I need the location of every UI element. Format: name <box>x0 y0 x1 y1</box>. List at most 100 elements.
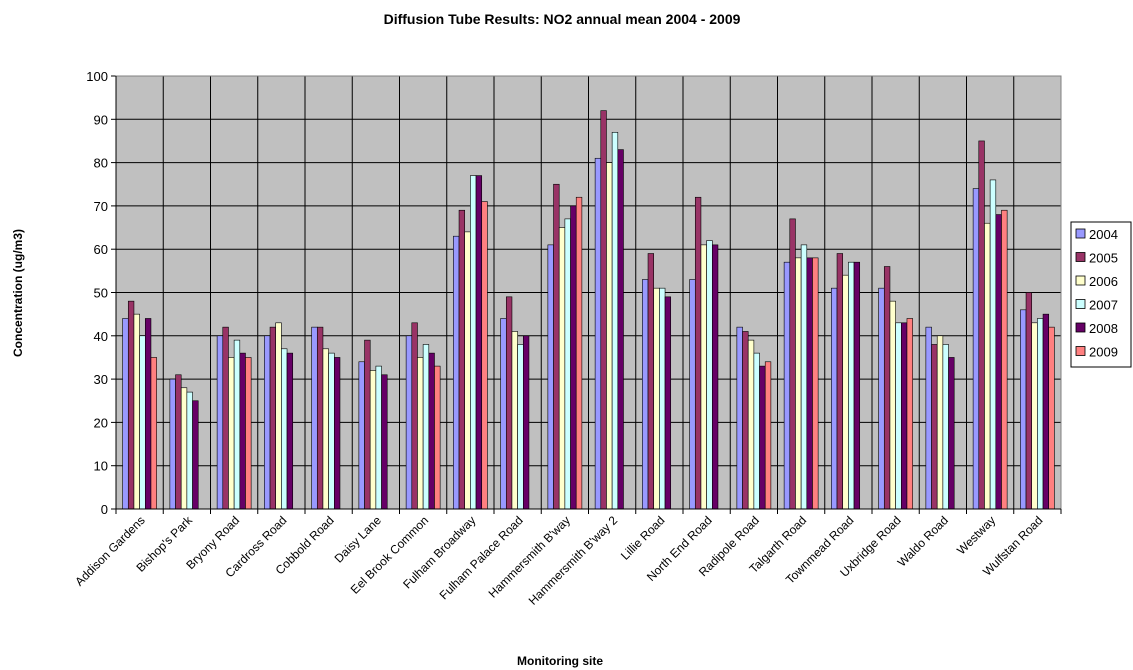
y-tick-label: 40 <box>94 329 108 344</box>
bar-2006-12 <box>700 244 707 510</box>
legend-label-2009: 2009 <box>1089 345 1118 360</box>
x-category-label: Addison Gardens <box>72 513 147 588</box>
bar-2004-13 <box>736 326 743 510</box>
bar-2007-19 <box>1037 318 1044 510</box>
bar-2007-14 <box>800 244 808 510</box>
bar-2009-0 <box>150 357 157 510</box>
bar-2007-8 <box>517 344 524 510</box>
y-tick-label: 60 <box>94 242 108 257</box>
bar-2005-19 <box>1025 292 1033 510</box>
x-category-label: Fulham Palace Road <box>437 513 526 602</box>
bar-2005-9 <box>553 183 560 510</box>
axes <box>111 75 1062 514</box>
bar-2005-14 <box>789 218 796 510</box>
bar-2004-15 <box>831 287 838 510</box>
bar-2006-4 <box>322 348 329 510</box>
bar-2008-15 <box>853 261 861 510</box>
legend-swatch-2008 <box>1075 322 1086 333</box>
legend-swatch-2006 <box>1075 275 1086 286</box>
bar-2004-18 <box>972 188 980 510</box>
bar-2009-2 <box>245 357 252 510</box>
legend-swatch-2009 <box>1075 346 1086 356</box>
bar-2004-2 <box>216 335 224 510</box>
bar-2006-14 <box>795 257 802 510</box>
bar-2007-6 <box>422 344 430 510</box>
bar-2007-9 <box>564 218 571 510</box>
bar-2006-9 <box>558 227 566 510</box>
legend-label-2004: 2004 <box>1089 227 1118 242</box>
y-tick-label: 70 <box>94 199 108 214</box>
legend-swatch-2007 <box>1075 299 1086 309</box>
bar-2005-0 <box>127 300 135 510</box>
bar-2008-2 <box>239 352 246 510</box>
bar-2007-15 <box>848 261 855 510</box>
bar-2004-17 <box>925 326 932 510</box>
bar-2007-7 <box>470 175 477 510</box>
bar-2005-8 <box>505 296 513 510</box>
bar-2008-4 <box>333 357 341 510</box>
bar-2005-1 <box>175 374 182 510</box>
bar-2006-7 <box>464 231 471 510</box>
legend-label-2006: 2006 <box>1089 274 1118 289</box>
bar-2005-11 <box>647 253 655 510</box>
bar-2006-6 <box>417 357 424 510</box>
bar-2009-14 <box>812 257 819 510</box>
bar-2007-2 <box>233 339 241 510</box>
legend-label-2008: 2008 <box>1089 321 1118 336</box>
bar-2005-7 <box>458 209 466 510</box>
bar-2004-4 <box>311 326 318 510</box>
x-category-label: Hammersmith B'way 2 <box>526 513 621 608</box>
bar-2005-5 <box>364 339 371 510</box>
bar-2007-5 <box>375 365 382 510</box>
bar-2006-0 <box>133 313 140 510</box>
bar-2007-12 <box>706 240 713 510</box>
bar-2008-14 <box>806 257 813 510</box>
bar-2006-16 <box>889 300 896 510</box>
bar-2004-9 <box>547 244 554 510</box>
bar-2008-1 <box>192 400 199 510</box>
legend-swatch-2005 <box>1075 252 1086 262</box>
bar-2005-12 <box>694 196 702 510</box>
bar-2004-7 <box>453 235 460 510</box>
bar-2006-18 <box>984 222 991 510</box>
bar-2004-6 <box>405 335 413 510</box>
bar-2005-6 <box>411 322 418 510</box>
bar-2006-13 <box>747 339 755 510</box>
y-tick-label: 10 <box>94 459 108 474</box>
bar-2008-11 <box>664 296 672 510</box>
bar-2009-9 <box>575 196 583 510</box>
legend-label-2007: 2007 <box>1089 298 1118 313</box>
bar-2008-17 <box>948 357 955 510</box>
bar-2005-18 <box>978 140 985 510</box>
y-tick-label: 100 <box>86 69 108 84</box>
legend-box <box>1070 221 1132 368</box>
bar-2005-17 <box>931 344 938 510</box>
bar-2005-3 <box>269 326 277 510</box>
x-category-label: Westway <box>954 513 998 557</box>
y-tick-label: 0 <box>101 502 108 517</box>
bar-2007-1 <box>186 391 193 510</box>
y-tick-labels: 0 10 20 30 40 50 60 70 80 90 100 <box>86 69 108 517</box>
x-axis-title: Monitoring site <box>517 654 603 668</box>
bar-2004-0 <box>122 318 129 510</box>
legend: 2004 2005 2006 2007 2008 2009 <box>1070 221 1132 368</box>
bar-2005-2 <box>222 326 229 510</box>
bar-2007-10 <box>611 131 619 510</box>
bar-2004-14 <box>783 261 791 510</box>
bar-2007-17 <box>942 344 949 510</box>
bar-2009-13 <box>764 361 772 510</box>
bar-2004-10 <box>594 157 602 510</box>
y-axis-title: Concentration (ug/m3) <box>11 229 25 357</box>
bar-2009-7 <box>481 201 488 510</box>
bar-2009-6 <box>434 365 441 510</box>
bar-2009-16 <box>906 318 913 510</box>
bar-2005-15 <box>836 253 844 510</box>
bar-2008-18 <box>995 214 1002 510</box>
bar-2007-3 <box>281 348 288 510</box>
bar-2006-1 <box>180 387 188 510</box>
bar-2008-9 <box>570 205 577 510</box>
bar-2006-15 <box>842 274 849 510</box>
bar-2007-16 <box>895 322 902 510</box>
bar-2007-4 <box>328 352 335 510</box>
